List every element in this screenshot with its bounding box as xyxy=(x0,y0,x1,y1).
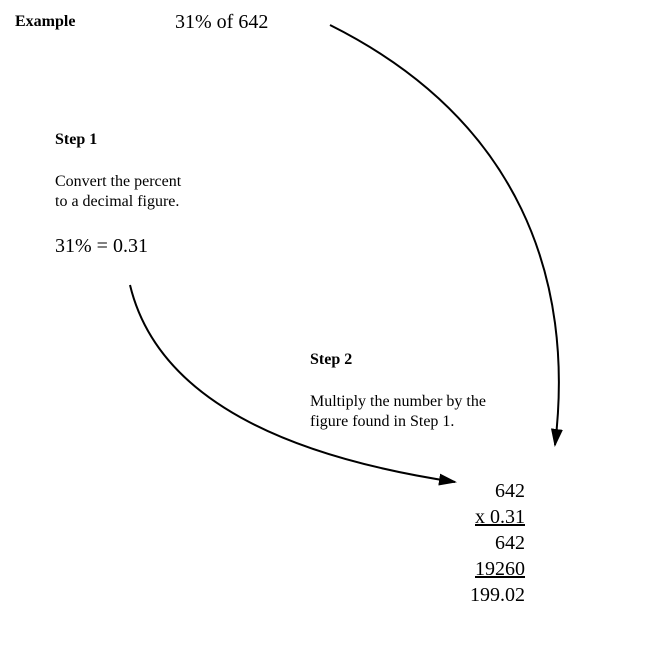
math-stack: 642 x 0.31 642 19260 199.02 xyxy=(470,478,525,608)
problem-statement: 31% of 642 xyxy=(175,10,268,34)
calc-partial1: 642 xyxy=(470,530,525,556)
arrow-problem-to-calc xyxy=(330,25,559,445)
calc-result: 199.02 xyxy=(470,582,525,608)
calc-operand1: 642 xyxy=(470,478,525,504)
step1-title: Step 1 xyxy=(55,130,97,150)
arrows-svg xyxy=(0,0,659,647)
calc-partial2: 19260 xyxy=(470,556,525,582)
step1-instruction-line2: to a decimal figure. xyxy=(55,192,179,212)
step2-instruction-line2: figure found in Step 1. xyxy=(310,412,454,432)
step1-instruction-line1: Convert the percent xyxy=(55,172,181,192)
example-label: Example xyxy=(15,12,75,32)
arrow-decimal-to-calc xyxy=(130,285,455,482)
step2-title: Step 2 xyxy=(310,350,352,370)
step1-equation: 31% = 0.31 xyxy=(55,234,148,258)
step2-instruction-line1: Multiply the number by the xyxy=(310,392,486,412)
calc-operator-line: x 0.31 xyxy=(470,504,525,530)
calculation-block: 642 x 0.31 642 19260 199.02 xyxy=(470,478,525,608)
